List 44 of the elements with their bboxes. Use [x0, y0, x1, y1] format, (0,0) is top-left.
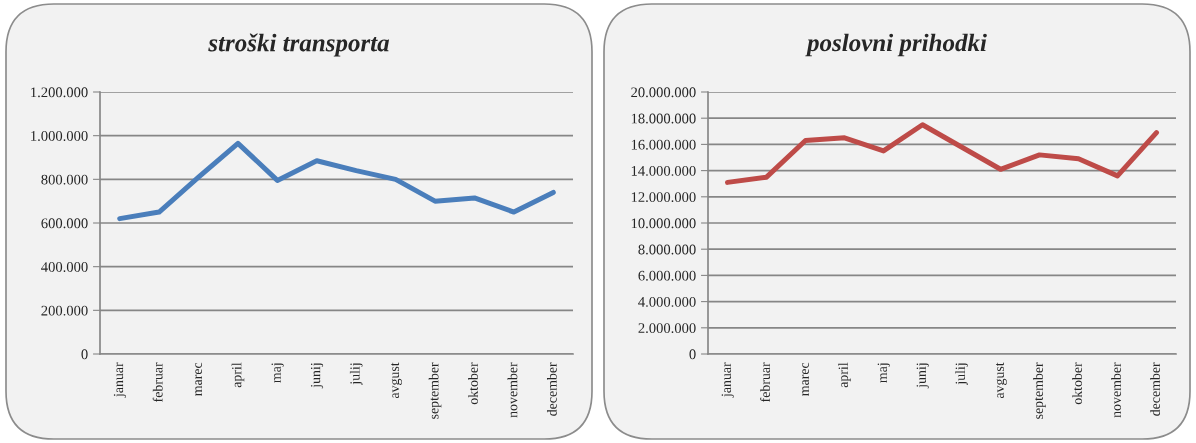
y-tick-label: 800.000 — [41, 174, 88, 185]
x-tick-label: april — [838, 362, 851, 388]
x-tick-label: maj — [271, 363, 284, 383]
y-tick-label: 4.000.000 — [638, 296, 696, 307]
x-tick-label: junij — [916, 363, 929, 389]
y-tick-label: 1.200.000 — [31, 87, 88, 98]
x-tick-label: oktober — [468, 362, 478, 405]
y-tick-label: 18.000.000 — [631, 113, 696, 124]
x-tick-label: februar — [760, 362, 770, 402]
x-tick-label: december — [546, 362, 557, 416]
y-tick-label: 0 — [81, 349, 88, 360]
x-tick-label: maj — [877, 363, 890, 383]
y-tick-label: 2.000.000 — [638, 323, 696, 334]
y-tick-label: 400.000 — [41, 262, 88, 272]
y-tick-label: 16.000.000 — [631, 139, 696, 150]
x-tick-label: julij — [955, 363, 968, 386]
x-tick-label: junij — [310, 363, 324, 389]
x-tick-label: januar — [113, 362, 127, 398]
x-tick-label: julij — [349, 363, 363, 386]
chart-title: poslovni prihodki — [805, 33, 987, 57]
x-tick-label: marec — [195, 362, 203, 396]
y-tick-label: 6.000.000 — [638, 270, 696, 281]
y-tick-label: 0 — [689, 349, 696, 360]
x-tick-label: avgust — [995, 362, 1007, 399]
x-tick-label: september — [428, 362, 442, 419]
x-tick-label: november — [507, 362, 518, 418]
chart-title: stroški transporta — [208, 33, 390, 57]
y-tick-label: 1.000.000 — [31, 131, 88, 141]
y-tick-label: 8.000.000 — [638, 244, 696, 255]
y-tick-label: 600.000 — [41, 218, 88, 229]
y-tick-label: 200.000 — [41, 305, 88, 316]
x-tick-label: avgust — [391, 362, 402, 399]
y-tick-label: 20.000.000 — [631, 87, 696, 98]
x-tick-label: september — [1033, 362, 1046, 419]
y-tick-label: 12.000.000 — [631, 192, 696, 203]
x-tick-label: april — [231, 362, 245, 388]
x-tick-label: marec — [802, 362, 809, 396]
x-tick-label: november — [1111, 362, 1121, 418]
x-tick-label: oktober — [1072, 362, 1082, 405]
x-tick-label: februar — [152, 362, 163, 402]
y-tick-label: 10.000.000 — [631, 218, 696, 229]
y-tick-label: 14.000.000 — [631, 165, 696, 176]
x-tick-label: januar — [721, 362, 734, 398]
x-tick-label: december — [1150, 362, 1160, 416]
